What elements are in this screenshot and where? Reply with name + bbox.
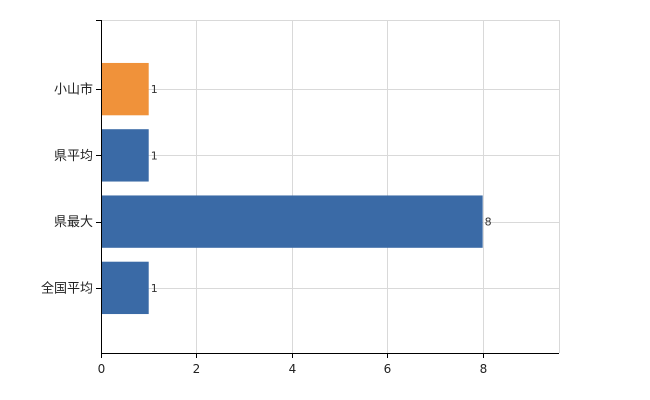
bar-3: [101, 261, 149, 315]
labels: 0 2 4 6 8 小山市 1 県平均 1 県最大 8 全国平均 1: [41, 20, 492, 376]
x-tick-label: 8: [480, 362, 488, 376]
x-tick-label: 2: [193, 362, 201, 376]
value-label: 8: [485, 216, 492, 229]
value-label: 1: [151, 83, 158, 96]
x-tick-label: 4: [289, 362, 297, 376]
axes: [101, 20, 559, 354]
bar-2: [101, 195, 483, 248]
gridlines: [101, 20, 560, 353]
category-label: 県平均: [54, 149, 93, 164]
x-tick-label: 0: [98, 362, 106, 376]
bars: [101, 62, 483, 315]
bar-1: [101, 129, 149, 182]
bar-0: [101, 62, 149, 116]
x-tick-label: 6: [384, 362, 392, 376]
category-label: 全国平均: [41, 280, 93, 296]
category-label: 小山市: [54, 82, 93, 98]
value-label: 1: [151, 282, 158, 295]
value-label: 1: [151, 149, 158, 162]
category-label: 県最大: [54, 215, 93, 230]
